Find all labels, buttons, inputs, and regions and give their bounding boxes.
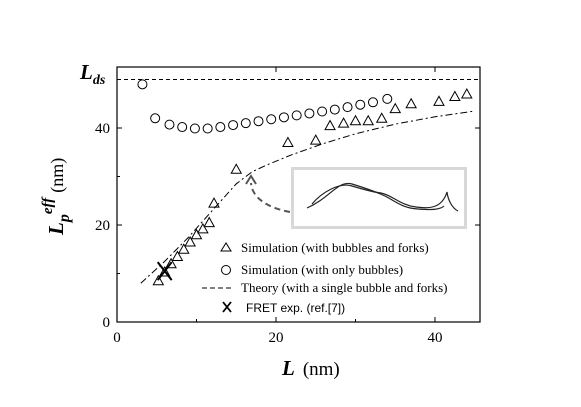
theory-curve	[140, 110, 475, 284]
x-tick-label: 40	[428, 330, 443, 346]
x-axis-label-unit: (nm)	[303, 359, 340, 380]
circle-point	[317, 106, 328, 117]
series-layer	[137, 79, 475, 286]
x-axis-ticks: 0 20 40	[113, 67, 443, 346]
x-tick-label: 20	[269, 330, 284, 346]
triangle-point	[152, 274, 165, 286]
legend-label: FRET exp. (ref.[7])	[246, 301, 345, 315]
circle-point	[189, 123, 200, 134]
triangle-point	[449, 90, 461, 101]
circle-point	[382, 93, 393, 104]
circle-point	[278, 112, 289, 123]
circle-point	[342, 102, 353, 113]
triangle-point	[389, 102, 402, 114]
circle-point	[355, 99, 366, 110]
svg-text:Lpeff(nm): Lpeff (nm)	[40, 158, 73, 236]
circle-point	[304, 108, 315, 119]
circle-point	[164, 119, 175, 130]
circle-point	[215, 122, 226, 133]
triangle-point	[309, 134, 322, 145]
triangle-point	[324, 119, 336, 131]
legend-label: Simulation (with bubbles and forks)	[241, 240, 429, 255]
circle-point	[291, 110, 302, 121]
y-axis-label: Lpeff (nm)	[40, 158, 73, 236]
triangle-point	[362, 114, 375, 126]
inset-pointer-arrow	[250, 182, 291, 213]
lds-label-symbol: L	[79, 60, 93, 84]
lds-label: Lds	[79, 60, 106, 88]
inset-conformation-image	[291, 167, 467, 229]
legend-label: Theory (with a single bubble and forks)	[241, 280, 448, 295]
circle-point	[177, 122, 188, 133]
triangle-point	[190, 228, 203, 240]
triangle-point	[165, 257, 177, 269]
fret-point	[156, 261, 173, 281]
circle-point	[202, 123, 213, 134]
triangle-point	[337, 117, 350, 128]
y-tick-label: 40	[95, 121, 110, 137]
triangle-point	[230, 163, 243, 174]
x-axis-label: L (nm)	[281, 356, 340, 380]
triangle-point	[208, 197, 220, 208]
triangle-point	[375, 112, 388, 123]
triangle-point	[349, 114, 362, 126]
legend-label: Simulation (with only bubbles)	[241, 262, 403, 277]
circle-point	[253, 116, 264, 127]
y-axis-label-subscript: p	[56, 214, 73, 224]
triangle-point	[197, 222, 209, 234]
x-axis-label-symbol: L	[281, 356, 295, 380]
plot-frame	[116, 66, 481, 323]
circle-point	[240, 118, 251, 129]
triangle-point	[177, 243, 190, 254]
circle-point	[329, 104, 340, 115]
circle-point	[228, 120, 239, 131]
x-tick-label: 0	[113, 330, 121, 346]
y-axis-label-superscript: eff	[40, 196, 56, 214]
circle-point	[137, 79, 148, 90]
y-axis-label-symbol: L	[44, 222, 68, 236]
circle-point	[150, 113, 161, 124]
triangle-point	[158, 266, 171, 277]
triangle-point	[203, 216, 216, 228]
legend: Simulation (with bubbles and forks) Simu…	[202, 240, 448, 315]
triangle-point	[405, 97, 417, 109]
lds-label-subscript: ds	[93, 73, 106, 88]
y-tick-label: 20	[95, 218, 110, 234]
legend-item-dashed: Theory (with a single bubble and forks)	[202, 280, 448, 295]
y-axis-label-unit: (nm)	[47, 158, 68, 193]
circle-point	[266, 114, 277, 125]
legend-item-x: FRET exp. (ref.[7])	[222, 301, 345, 315]
triangle-point	[433, 95, 445, 106]
triangle-point	[460, 88, 473, 99]
triangle-point	[184, 235, 196, 247]
inset-pointer-arrowhead	[245, 174, 257, 185]
triangle-point	[282, 136, 294, 148]
y-tick-label: 0	[103, 315, 111, 331]
circle-point	[367, 97, 378, 108]
legend-item-triangle: Simulation (with bubbles and forks)	[220, 240, 429, 255]
legend-item-circle: Simulation (with only bubbles)	[221, 262, 403, 277]
triangle-point	[171, 250, 184, 262]
y-axis-ticks: 0 20 40	[95, 121, 480, 331]
